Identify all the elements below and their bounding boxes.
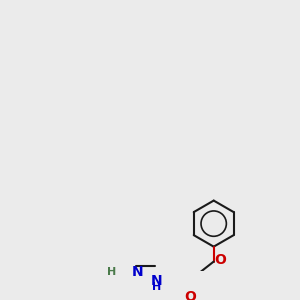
Text: H: H (152, 282, 161, 292)
Text: N: N (151, 274, 163, 288)
Text: O: O (214, 253, 226, 267)
Text: N: N (132, 265, 144, 279)
Text: H: H (107, 267, 116, 278)
Text: O: O (185, 290, 197, 300)
